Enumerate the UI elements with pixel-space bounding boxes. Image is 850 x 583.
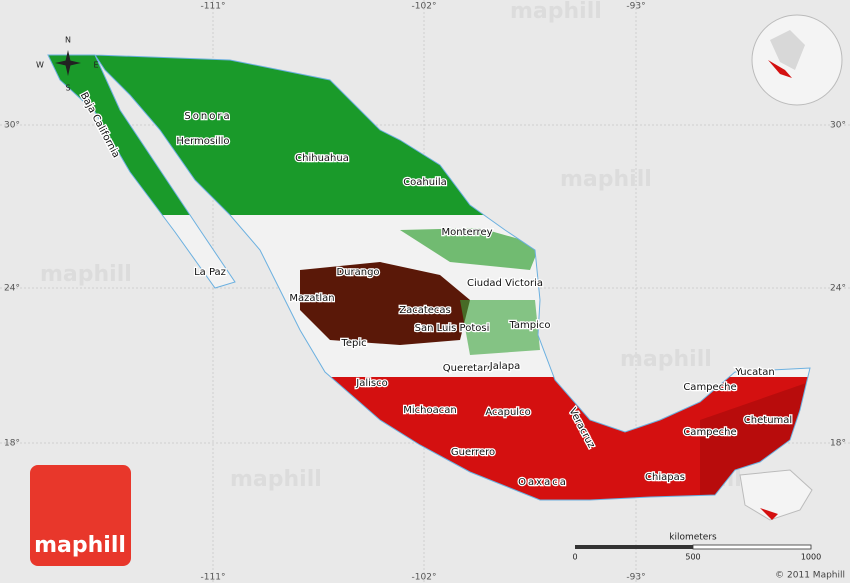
globe-locator: [751, 14, 843, 106]
place-label: Oaxaca: [518, 477, 568, 488]
lat-label-left: 30°: [4, 121, 20, 131]
place-label: Jalisco: [355, 378, 387, 389]
place-label: Queretaro: [443, 363, 493, 374]
place-label: Tampico: [508, 320, 550, 331]
place-label: Jalapa: [489, 361, 520, 372]
scale-title: kilometers: [669, 533, 717, 543]
watermark: maphill: [510, 0, 602, 24]
lon-label-top: -111°: [201, 2, 226, 12]
place-label: Tepic: [340, 338, 366, 349]
scale-bar: kilometers: [575, 533, 812, 550]
place-label: Mazatlan: [289, 293, 334, 304]
inset-map: [739, 469, 813, 521]
place-label: Coahuila: [403, 177, 447, 188]
lat-label-right: 18°: [830, 439, 846, 449]
place-label: Chetumal: [744, 415, 792, 426]
watermark: maphill: [40, 262, 132, 287]
lon-label-bottom: -102°: [412, 573, 437, 583]
lon-label-top: -93°: [626, 2, 645, 12]
place-label: Hermosillo: [176, 136, 229, 147]
lon-label-bottom: -111°: [201, 573, 226, 583]
place-label: Yucatan: [734, 367, 774, 378]
lon-label-top: -102°: [412, 2, 437, 12]
lat-label-left: 18°: [4, 439, 20, 449]
scale-tick-label: 1000: [801, 553, 821, 562]
watermark: maphill: [230, 467, 322, 492]
lat-label-right: 30°: [830, 121, 846, 131]
place-label: Ciudad Victoria: [467, 278, 543, 289]
place-label: Campeche: [683, 427, 736, 438]
place-label: Acapulco: [485, 407, 530, 418]
logo: maphill: [30, 465, 131, 566]
place-label: San Luis Potosi: [415, 323, 490, 334]
place-label: Guerrero: [451, 447, 495, 458]
place-label: Durango: [336, 267, 379, 278]
scale-tick-label: 0: [572, 553, 577, 562]
coastline: [47, 54, 811, 501]
compass-letter: E: [93, 61, 98, 70]
compass-letter: S: [65, 84, 70, 93]
place-label: Sonora: [184, 111, 231, 122]
lat-label-right: 24°: [830, 284, 846, 294]
place-label: Campeche: [683, 382, 736, 393]
place-label: Michoacan: [403, 405, 456, 416]
logo-text: maphill: [34, 533, 126, 558]
compass-rose: [55, 50, 81, 76]
watermark: maphill: [620, 347, 712, 372]
watermark: maphill: [560, 167, 652, 192]
lat-label-left: 24°: [4, 284, 20, 294]
copyright: © 2011 Maphill: [775, 571, 845, 581]
compass-letter: N: [65, 36, 71, 45]
place-label: Chiapas: [645, 472, 685, 483]
place-label: Monterrey: [441, 227, 492, 238]
place-label: Chihuahua: [295, 153, 349, 164]
scale-tick-label: 500: [685, 553, 700, 562]
place-label: La Paz: [194, 267, 226, 278]
compass-letter: W: [36, 61, 44, 70]
place-label: Zacatecas: [399, 305, 451, 316]
lon-label-bottom: -93°: [626, 573, 645, 583]
